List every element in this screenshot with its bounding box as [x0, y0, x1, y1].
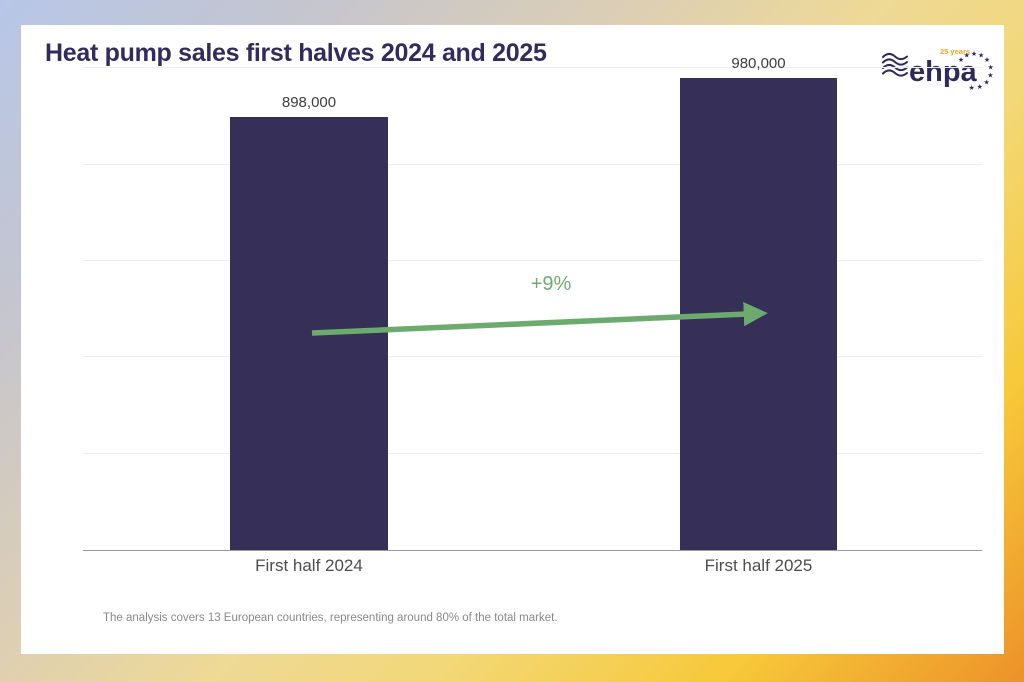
ehpa-25years-badge: 25 years: [940, 47, 970, 56]
chart-title: Heat pump sales first halves 2024 and 20…: [45, 39, 547, 67]
gridline: [83, 260, 982, 262]
svg-text:★: ★: [964, 52, 970, 60]
bar-chart: 898,000 980,000 First half 2024 First ha…: [83, 25, 982, 654]
bar-value-label: 898,000: [281, 94, 337, 112]
gridline: [83, 67, 982, 69]
svg-text:★: ★: [977, 83, 983, 91]
svg-text:★: ★: [968, 84, 974, 92]
ehpa-stars-icon: ★ ★ ★ ★ ★ ★ ★ ★ ★ ★: [958, 50, 994, 92]
svg-text:★: ★: [984, 56, 990, 64]
x-axis-label-first-half-2025: First half 2025: [704, 556, 813, 575]
bar-first-half-2024: [230, 117, 388, 550]
ehpa-wordmark: ehpa: [909, 56, 978, 88]
footnote-text: The analysis covers 13 European countrie…: [103, 612, 558, 624]
bar-group-first-half-2025: 980,000: [680, 55, 837, 550]
svg-text:★: ★: [958, 56, 964, 64]
chart-card: Heat pump sales first halves 2024 and 20…: [21, 25, 1004, 654]
plot-area: 898,000 980,000: [83, 25, 982, 551]
growth-percentage-label: +9%: [530, 273, 572, 295]
gridline: [83, 356, 982, 358]
svg-text:★: ★: [971, 50, 977, 58]
gridline: [83, 163, 982, 165]
bar-value-label: 980,000: [731, 54, 786, 72]
bar-first-half-2025: [680, 77, 837, 550]
svg-text:★: ★: [987, 64, 993, 72]
x-axis-label-first-half-2024: First half 2024: [255, 556, 363, 575]
ehpa-logo: ehpa 25 years ★ ★ ★ ★ ★ ★ ★ ★ ★ ★: [882, 47, 994, 92]
gridline: [83, 452, 982, 454]
bar-group-first-half-2024: 898,000: [230, 94, 388, 550]
svg-text:★: ★: [987, 71, 993, 79]
svg-text:★: ★: [978, 52, 984, 60]
svg-text:★: ★: [983, 78, 989, 86]
